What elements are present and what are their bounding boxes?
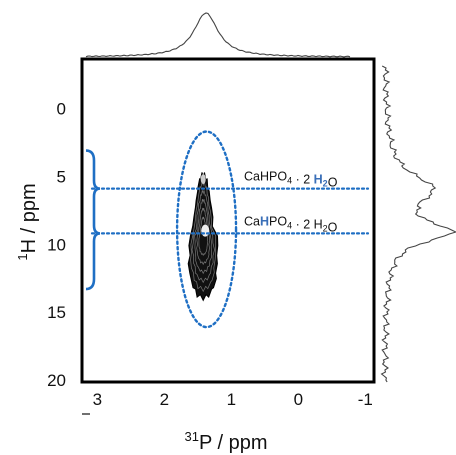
y-tick-label: 20 <box>47 371 66 390</box>
y-axis-ticks: 0 5 10 15 20 <box>47 100 66 390</box>
annotation-part: 4 <box>287 176 292 186</box>
y-tick-label: 0 <box>57 100 66 119</box>
x-axis-ticks: 3 2 1 0 -1 <box>82 390 373 415</box>
annotation-part: · 2 <box>292 173 314 187</box>
contour-level <box>194 198 212 275</box>
dotted-ellipse <box>175 130 238 329</box>
y-tick-label: 15 <box>47 303 66 322</box>
x-axis-title: 31P / ppm <box>184 429 267 454</box>
y-axis-title-superscript: 1 <box>15 253 30 260</box>
annotation-part: PO <box>269 214 287 228</box>
annotation-label: CaHPO4 · 2 H2O <box>244 214 338 234</box>
annotation-background <box>241 212 363 231</box>
y-axis-title-text: H / ppm <box>18 183 40 253</box>
brace <box>85 149 101 291</box>
x-axis-title-superscript: 31 <box>184 429 198 444</box>
annotation-label: CaHPO4 · 2 H2O <box>244 170 338 190</box>
x-tick-label: 3 <box>93 390 102 409</box>
annotation-part: · 2 H <box>292 217 323 231</box>
annotation-part: CaHPO <box>244 170 287 184</box>
annotation-part: H <box>314 173 323 187</box>
annotation-part: 4 <box>287 220 292 230</box>
contour-level <box>196 207 211 266</box>
annotation-part: H <box>260 214 269 228</box>
annotation-part: O <box>328 176 338 190</box>
x-tick-label: 1 <box>227 390 236 409</box>
contour-peak <box>187 172 219 302</box>
contour-core-highlight <box>201 224 210 237</box>
y-tick-label: 5 <box>57 167 66 186</box>
contour-level <box>198 216 209 257</box>
x-tick-label: -1 <box>358 390 373 409</box>
annotation-part: 2 <box>323 223 328 233</box>
annotation-background <box>241 167 363 186</box>
y-axis-title: 1H / ppm <box>15 183 40 260</box>
x-tick-label: 2 <box>160 390 169 409</box>
reference-lines <box>85 149 370 291</box>
x-tick-label: 0 <box>294 390 303 409</box>
annotation-part: O <box>328 220 338 234</box>
contour-level <box>191 190 215 284</box>
right-projection-trace <box>380 65 456 383</box>
top-projection-trace <box>85 12 351 58</box>
x-axis-title-text: P / ppm <box>199 432 268 454</box>
annotation-part: 2 <box>323 179 328 189</box>
annotation-part: Ca <box>244 214 260 228</box>
plot-frame <box>80 57 376 384</box>
y-tick-label: 10 <box>47 235 66 254</box>
contour-core-highlight <box>200 174 206 185</box>
